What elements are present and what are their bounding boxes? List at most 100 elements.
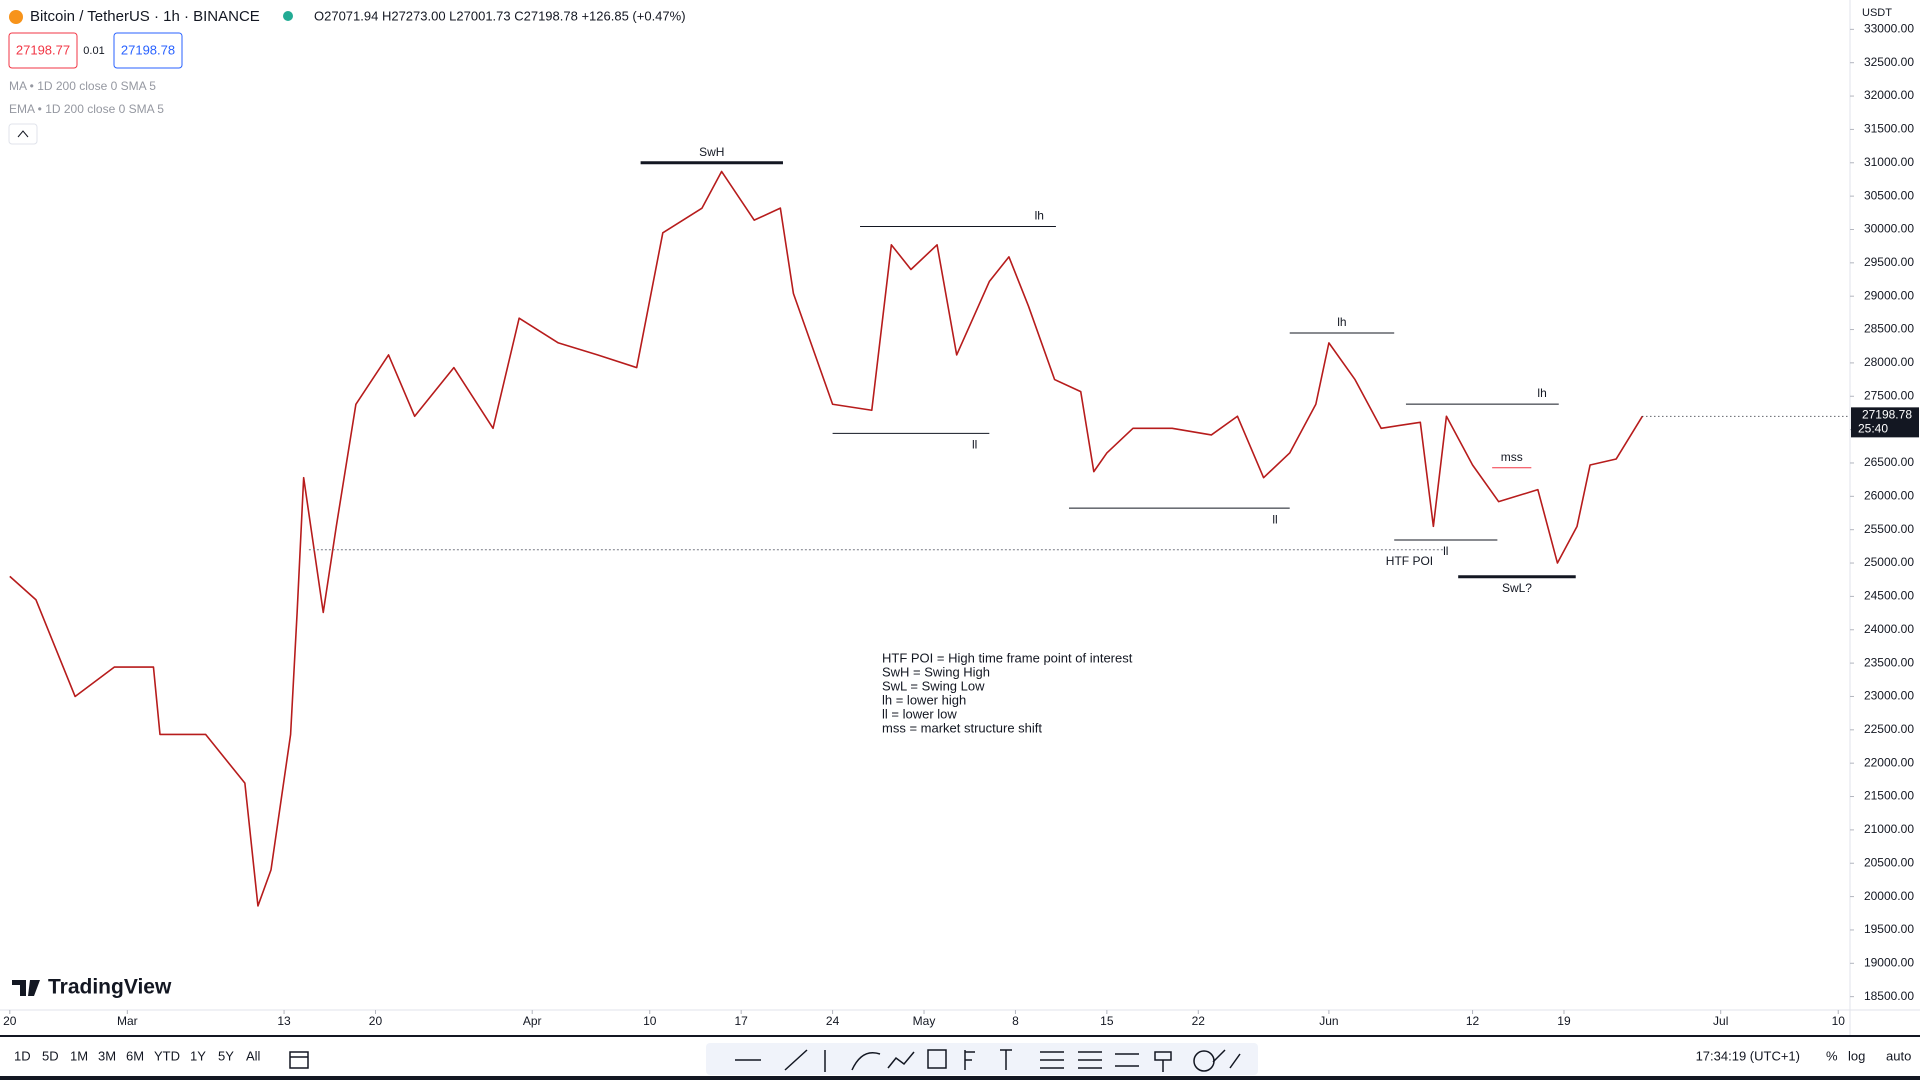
- calendar-icon[interactable]: [289, 1051, 309, 1069]
- y-tick-label: 33000.00: [1864, 22, 1914, 36]
- range-button[interactable]: All: [246, 1048, 261, 1063]
- structure-label: ll: [1443, 544, 1448, 558]
- y-tick-label: 24000.00: [1864, 622, 1914, 636]
- y-tick-label: 19000.00: [1864, 955, 1914, 969]
- legend-note: SwH = Swing High: [882, 664, 990, 679]
- y-tick-label: 23000.00: [1864, 689, 1914, 703]
- legend-note: HTF POI = High time frame point of inter…: [882, 650, 1133, 665]
- x-tick-label: 10: [643, 1014, 657, 1028]
- y-tick-label: 23500.00: [1864, 655, 1914, 669]
- structure-label: lh: [1337, 315, 1346, 329]
- plot: SwH lh ll lh ll lh mss ll SwL? HTF POI: [9, 145, 1644, 907]
- range-button[interactable]: 1M: [70, 1048, 88, 1063]
- y-tick-label: 31500.00: [1864, 122, 1914, 136]
- drawing-tools-bar: [706, 1043, 1258, 1075]
- legend-note: mss = market structure shift: [882, 720, 1042, 735]
- axis-option[interactable]: auto: [1886, 1048, 1911, 1063]
- structure-label: SwL?: [1502, 581, 1532, 595]
- last-price-box: [1851, 407, 1919, 438]
- x-tick-label: 8: [1012, 1014, 1019, 1028]
- structure-label: lh: [1537, 386, 1546, 400]
- legend-note: SwL = Swing Low: [882, 678, 985, 693]
- legend-note: lh = lower high: [882, 692, 966, 707]
- currency[interactable]: USDT: [1862, 7, 1892, 19]
- x-tick-label: Apr: [523, 1014, 542, 1028]
- y-tick-label: 21500.00: [1864, 789, 1914, 803]
- x-tick-label: 19: [1557, 1014, 1571, 1028]
- brand: TradingView: [48, 976, 172, 999]
- y-tick-label: 30000.00: [1864, 222, 1914, 236]
- tool-icon[interactable]: [1193, 1050, 1215, 1072]
- range-button[interactable]: 5D: [42, 1048, 59, 1063]
- y-tick-label: 26000.00: [1864, 488, 1914, 502]
- range-button[interactable]: 5Y: [218, 1048, 234, 1063]
- brand-logo: [12, 980, 40, 996]
- buy-price[interactable]: 27198.78: [121, 42, 175, 57]
- y-tick-label: 32000.00: [1864, 88, 1914, 102]
- collapse-button[interactable]: [8, 123, 38, 145]
- ohlc: O27071.94 H27273.00 L27001.73 C27198.78 …: [314, 8, 686, 23]
- y-tick-label: 21000.00: [1864, 822, 1914, 836]
- x-tick-label: 20: [369, 1014, 383, 1028]
- x-tick-label: 20: [3, 1014, 17, 1028]
- x-tick-label: Jul: [1713, 1014, 1728, 1028]
- range-button[interactable]: YTD: [154, 1048, 180, 1063]
- spread: 0.01: [83, 45, 104, 57]
- y-tick-label: 27500.00: [1864, 388, 1914, 402]
- x-tick-label: 12: [1466, 1014, 1480, 1028]
- buy-button[interactable]: [113, 32, 183, 69]
- x-tick-label: 10: [1832, 1014, 1846, 1028]
- x-tick-label: 13: [277, 1014, 291, 1028]
- indicator[interactable]: MA • 1D 200 close 0 SMA 5: [9, 79, 156, 93]
- y-tick-label: 20500.00: [1864, 855, 1914, 869]
- y-tick-label: 22500.00: [1864, 722, 1914, 736]
- x-tick-label: 24: [826, 1014, 840, 1028]
- y-tick-label: 28000.00: [1864, 355, 1914, 369]
- range-button[interactable]: 1D: [14, 1048, 31, 1063]
- y-tick-label: 20000.00: [1864, 889, 1914, 903]
- clock: 17:34:19 (UTC+1): [1696, 1048, 1800, 1063]
- drawing-tools: [706, 1043, 1258, 1075]
- range-button[interactable]: 6M: [126, 1048, 144, 1063]
- y-tick-label: 29000.00: [1864, 288, 1914, 302]
- sell-button[interactable]: [8, 32, 78, 69]
- structure-label: mss: [1501, 450, 1523, 464]
- toolbar-bottom-edge: [0, 1076, 1920, 1080]
- collapse-icon: [17, 130, 29, 138]
- tool-icons[interactable]: [735, 1049, 1241, 1072]
- y-tick-label: 18500.00: [1864, 989, 1914, 1003]
- axis-option[interactable]: log: [1848, 1048, 1865, 1063]
- structure-label: SwH: [699, 145, 724, 159]
- y-tick-label: 28500.00: [1864, 322, 1914, 336]
- sell-price[interactable]: 27198.77: [16, 42, 70, 57]
- x-tick-label: 15: [1100, 1014, 1114, 1028]
- range-button[interactable]: 3M: [98, 1048, 116, 1063]
- y-tick-label: 22000.00: [1864, 755, 1914, 769]
- y-tick-label: 26500.00: [1864, 455, 1914, 469]
- symbol-title[interactable]: Bitcoin / TetherUS · 1h · BINANCE: [30, 8, 260, 25]
- x-tick-label: 22: [1192, 1014, 1206, 1028]
- y-tick-label: 19500.00: [1864, 922, 1914, 936]
- y-tick-label: 24500.00: [1864, 589, 1914, 603]
- price-line: [9, 170, 1644, 907]
- x-tick-label: Jun: [1319, 1014, 1338, 1028]
- x-tick-label: 17: [734, 1014, 748, 1028]
- x-tick-label: May: [913, 1014, 936, 1028]
- y-tick-label: 25500.00: [1864, 522, 1914, 536]
- last-price: 27198.78: [1862, 408, 1912, 422]
- indicator[interactable]: EMA • 1D 200 close 0 SMA 5: [9, 102, 164, 116]
- symbol-icon: [9, 10, 23, 24]
- y-tick-label: 31000.00: [1864, 155, 1914, 169]
- range-button[interactable]: 1Y: [190, 1048, 206, 1063]
- y-tick-label: 32500.00: [1864, 55, 1914, 69]
- y-tick-label: 29500.00: [1864, 255, 1914, 269]
- y-tick-label: 30500.00: [1864, 188, 1914, 202]
- y-tick-label: 25000.00: [1864, 555, 1914, 569]
- axis-option[interactable]: %: [1826, 1048, 1838, 1063]
- structure-label: ll: [972, 438, 977, 452]
- status-dot: [283, 11, 293, 21]
- legend-note: ll = lower low: [882, 706, 957, 721]
